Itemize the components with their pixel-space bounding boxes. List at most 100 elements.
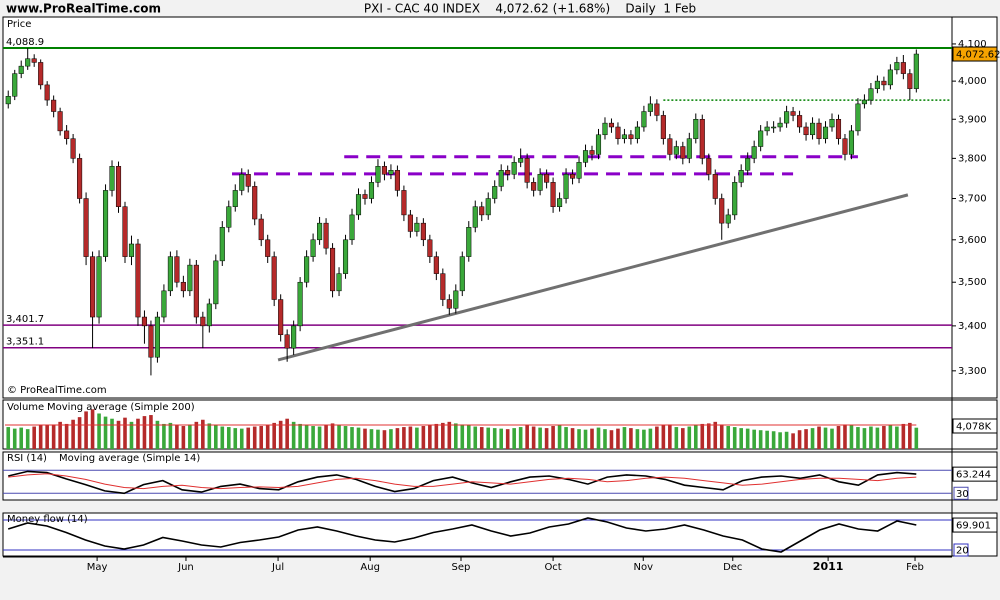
x-tick-label: Aug [360,562,380,573]
volume-bar [246,427,251,449]
volume-bar [616,428,620,449]
candle-body [161,290,167,318]
candle-body [31,58,37,63]
candle-body [219,227,225,262]
volume-bar [265,424,270,449]
candle-body [284,334,290,349]
rsi-panel [2,451,998,501]
indicator-line [7,517,917,553]
y-tick-label: 3,900 [958,114,987,125]
current-value-label: 4,072.62 [956,50,1000,61]
volume-bar [129,421,134,449]
candle-body [148,325,154,358]
volume-bar [356,427,361,449]
x-tick-label: 2011 [813,560,844,573]
candle-body [641,111,647,128]
candle-body [887,69,893,86]
volume-bar [343,426,348,449]
volume-bar [311,426,315,449]
candle-body [570,174,576,179]
volume-bar [168,422,173,449]
candle-body [498,170,504,187]
candle-body [381,166,387,175]
volume-bar [538,427,542,449]
candle-body [388,170,394,175]
volume-bar [285,418,289,449]
volume-bar [895,426,899,449]
candle-body [628,134,634,139]
candle-body [861,99,867,105]
y-tick-label: 3,500 [958,277,987,288]
candle-body [634,126,640,139]
volume-bar [441,422,445,449]
volume-bar [719,424,724,449]
candle-body [699,119,705,159]
volume-bar [512,428,516,449]
volume-bar [642,429,646,449]
candle-body [115,166,122,207]
candle-body [848,130,855,155]
volume-bar [408,426,413,449]
current-value-box [952,418,998,434]
volume-bar [499,428,504,449]
candle-body [226,206,232,228]
volume-bar [648,428,653,449]
current-value-label: 69.901 [956,521,991,532]
volume-bar [862,428,867,449]
volume-bar [149,415,153,449]
candle-body [797,115,803,128]
volume-bar [252,426,257,449]
volume-bar [162,423,166,449]
y-tick-label: 3,700 [958,194,987,205]
candle-body [401,190,407,216]
candle-body [83,198,89,257]
volume-bar [914,427,919,449]
y-tick-label: 30 [956,489,969,500]
candle-body [771,126,777,129]
volume-bar [25,429,30,449]
indicator-line [8,473,917,490]
current-value-box [952,517,998,533]
volume-bar [38,425,43,449]
volume-bar [778,432,782,449]
volume-bar [447,421,452,449]
volume-bar [752,429,756,449]
volume-bar [603,429,607,449]
candle-body [135,243,141,318]
candle-body [492,186,498,199]
volume-bar [693,424,698,449]
candle-body [900,62,906,74]
legend-entry: Money flow (14) [7,514,88,525]
current-value-box [952,466,998,482]
volume-bar [888,424,893,449]
candle-body [719,198,725,224]
level-label: 4,088.9 [6,37,44,48]
candle-body [154,316,160,358]
volume-bar [188,424,192,449]
legend-entry: Moving average (Simple 14) [59,453,200,464]
candle-body [829,119,835,128]
candle-body [323,222,329,249]
volume-bar [466,425,471,449]
candle-body [407,214,413,232]
candle-body [317,222,323,241]
candle-body [855,103,861,132]
candle-body [595,134,602,155]
volume-bar [350,427,354,449]
candle-body [589,150,595,155]
candle-body [822,126,829,139]
volume-bar [207,423,212,449]
site-link[interactable]: www.ProRealTime.com [6,2,161,16]
candle-body [602,122,608,136]
candle-body [706,158,712,175]
candle-body [563,174,569,199]
y-tick-label: 4,100 [958,39,987,50]
candle-body [271,256,277,300]
volume-bar [58,421,62,449]
candle-body [64,130,70,139]
volume-bar [557,424,562,449]
candle-body [5,96,11,105]
candle-body [505,170,511,175]
volume-bar [609,430,614,449]
volume-bar [758,430,763,449]
